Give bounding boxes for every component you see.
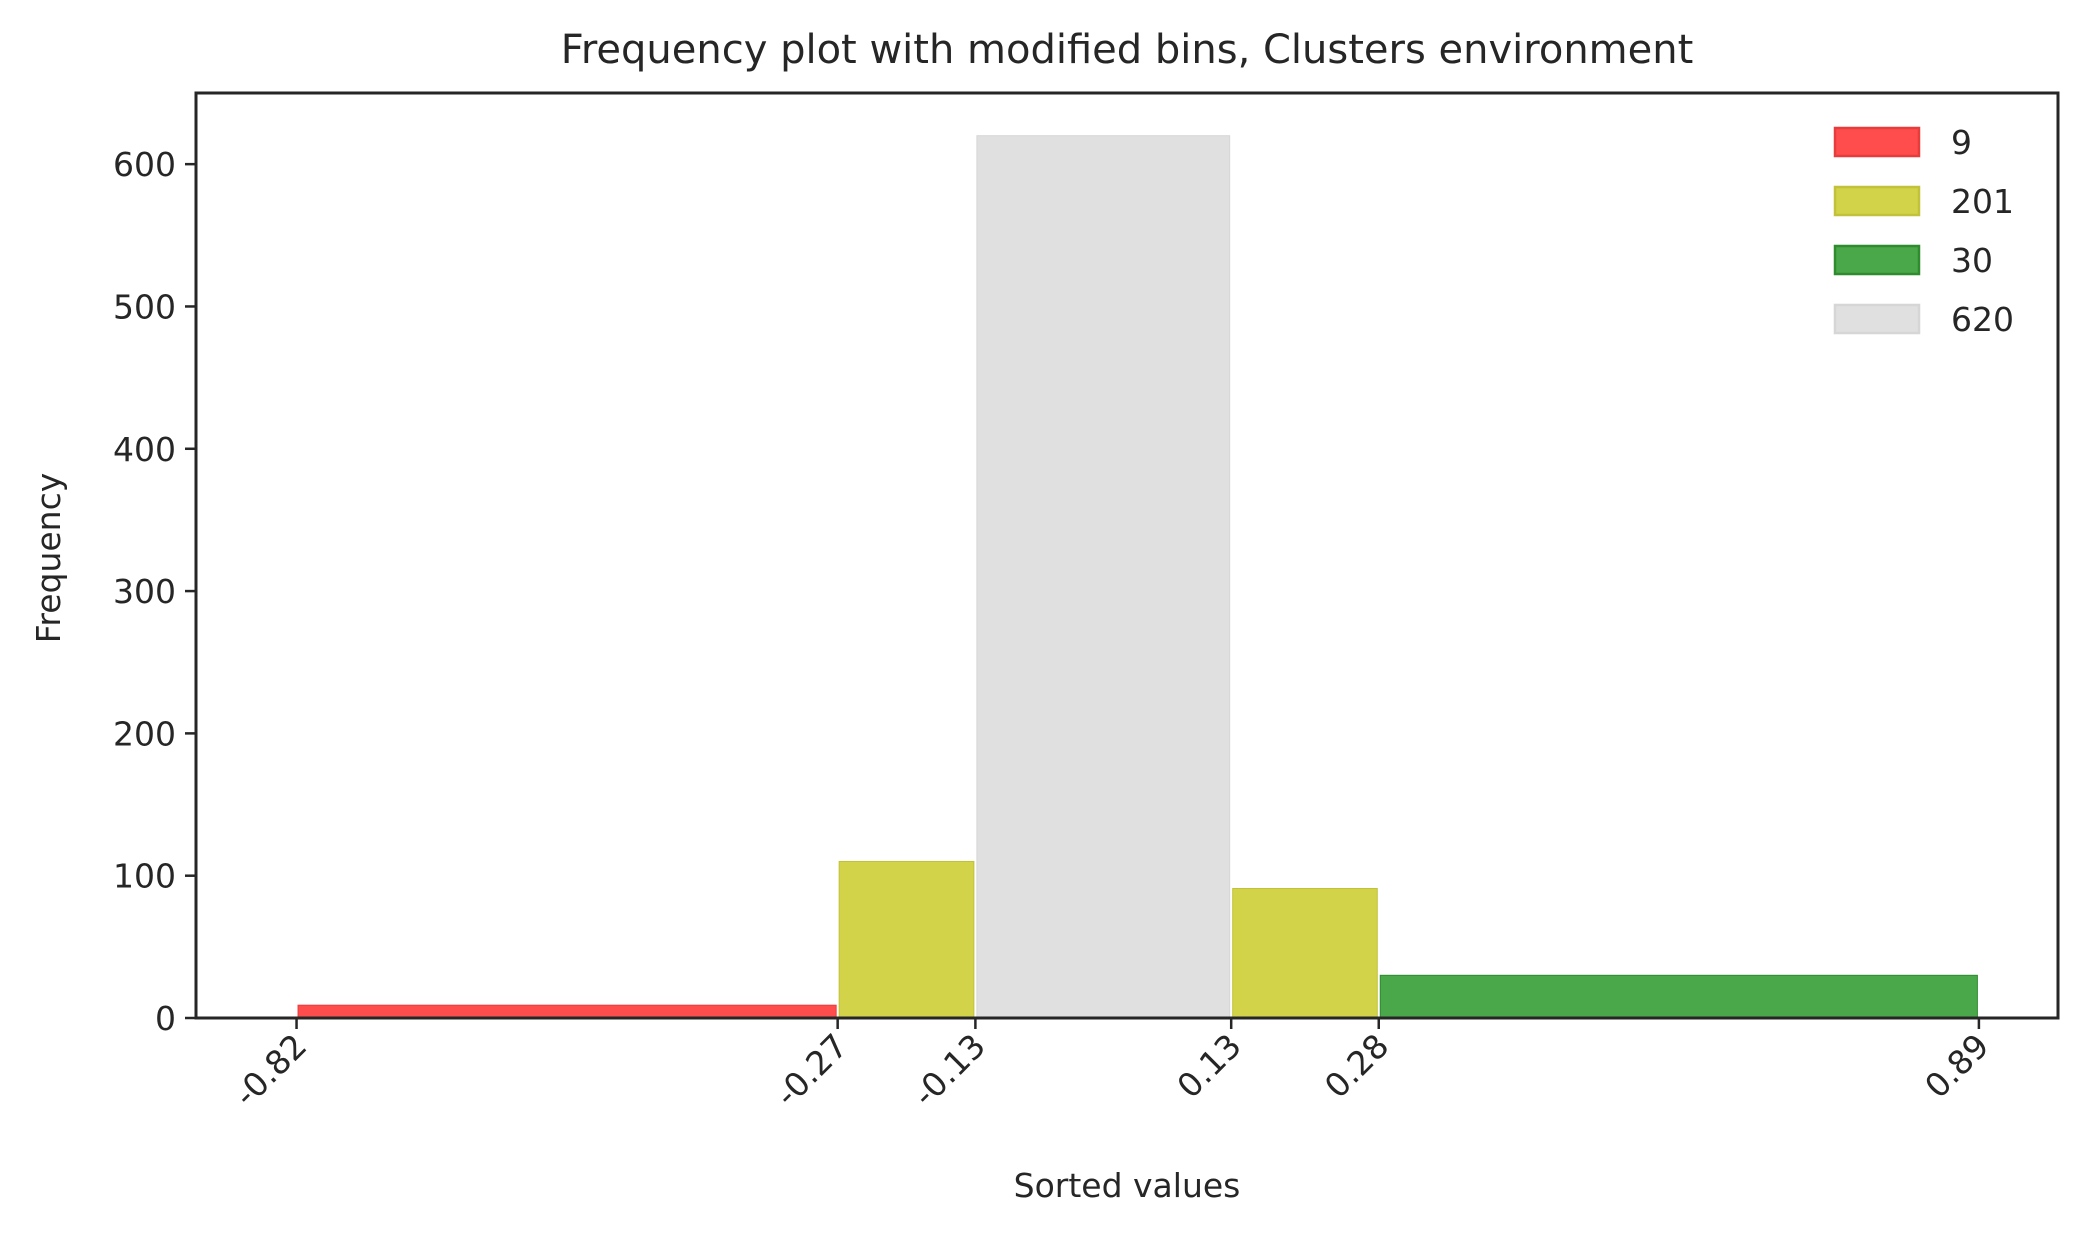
legend-swatch-0 [1833, 126, 1921, 158]
y-tick-label-5: 500 [113, 287, 176, 326]
y-tick-label-0: 0 [155, 999, 176, 1038]
chart-title: Frequency plot with modified bins, Clust… [561, 27, 1694, 73]
x-tick-label-4: 0.28 [1317, 1026, 1397, 1106]
bar-0 [297, 1004, 837, 1019]
plot-frame [194, 91, 2060, 1020]
legend-swatch-3 [1833, 303, 1921, 335]
legend-label-2: 30 [1951, 241, 1993, 280]
y-tick-label-2: 200 [113, 714, 176, 753]
bar-2 [976, 135, 1231, 1019]
legend-swatch-1 [1833, 185, 1921, 217]
x-axis: -0.82 -0.27 -0.13 0.13 0.28 0.89 [226, 1018, 1997, 1114]
x-tick-label-0: -0.82 [226, 1026, 314, 1114]
y-axis: 0 100 200 300 400 500 600 [113, 145, 196, 1038]
bar-3 [1232, 888, 1378, 1019]
y-tick-label-1: 100 [113, 857, 176, 896]
x-tick-label-1: -0.27 [767, 1026, 855, 1114]
y-tick-label-4: 400 [113, 430, 176, 469]
legend-swatch-2 [1833, 244, 1921, 276]
legend: 9 201 30 620 [1833, 123, 2014, 339]
legend-label-3: 620 [1951, 300, 2014, 339]
plot-bars [297, 135, 1978, 1019]
legend-label-0: 9 [1951, 123, 1972, 162]
x-tick-label-5: 0.89 [1917, 1026, 1997, 1106]
bar-4 [1379, 974, 1978, 1019]
x-axis-label: Sorted values [1014, 1166, 1241, 1205]
legend-label-1: 201 [1951, 182, 2014, 221]
y-axis-label: Frequency [29, 473, 68, 643]
y-tick-label-3: 300 [113, 572, 176, 611]
bar-1 [838, 860, 975, 1019]
x-tick-label-2: -0.13 [905, 1026, 993, 1114]
y-tick-label-6: 600 [113, 145, 176, 184]
x-tick-label-3: 0.13 [1169, 1026, 1249, 1106]
